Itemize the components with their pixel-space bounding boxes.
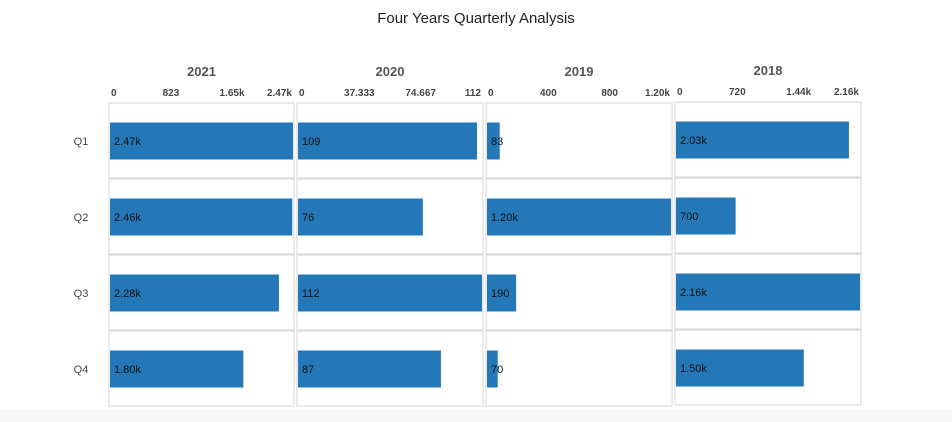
- category-label-q3: Q3: [74, 288, 89, 300]
- data-label-2021-q2: 2.46k: [114, 212, 141, 224]
- data-label-2020-q3: 112: [302, 288, 320, 300]
- data-label-2020-q4: 87: [302, 364, 314, 376]
- bar-2021-q4: [110, 350, 244, 388]
- tick-label-2019-3: 1.20k: [645, 88, 670, 99]
- panel-title-2021: 2021: [187, 64, 216, 79]
- tick-label-2021-0: 0: [111, 88, 117, 99]
- tick-label-2018-1: 720: [729, 87, 746, 98]
- data-label-2020-q2: 76: [302, 212, 314, 224]
- panel-title-2020: 2020: [376, 64, 405, 79]
- tick-label-2021-2: 1.65k: [220, 88, 245, 99]
- data-label-2018-q4: 1.50k: [680, 363, 707, 375]
- tick-label-2020-1: 37.333: [344, 88, 375, 99]
- chart-title: Four Years Quarterly Analysis: [377, 10, 575, 27]
- tick-label-2021-1: 823: [163, 88, 180, 99]
- bar-2018-q4: [676, 349, 804, 387]
- tick-label-2019-2: 800: [601, 88, 618, 99]
- bar-2021-q3: [110, 274, 279, 312]
- data-label-2019-q1: 83: [491, 136, 503, 148]
- bar-2020-q2: [298, 198, 423, 236]
- data-label-2019-q4: 70: [491, 364, 503, 376]
- cell-border-2018-q4: [674, 329, 862, 406]
- category-label-q4: Q4: [74, 364, 89, 376]
- bar-2020-q4: [298, 350, 441, 388]
- data-label-2018-q3: 2.16k: [680, 287, 707, 299]
- tick-label-2018-3: 2.16k: [834, 87, 859, 98]
- cell-border-2021-q4: [108, 330, 295, 407]
- data-label-2020-q1: 109: [302, 136, 320, 148]
- cell-border-2019-q1: [485, 102, 673, 179]
- tick-label-2018-0: 0: [677, 87, 683, 98]
- cell-border-2020-q3: [296, 254, 484, 331]
- data-label-2018-q1: 2.03k: [680, 135, 707, 147]
- bar-2018-q3: [676, 273, 860, 311]
- tick-label-2020-0: 0: [299, 88, 305, 99]
- bar-2021-q2: [110, 198, 293, 236]
- data-label-2021-q3: 2.28k: [114, 288, 141, 300]
- cell-border-2020-q2: [296, 178, 484, 255]
- panel-title-2018: 2018: [754, 63, 783, 78]
- cell-border-2020-q1: [296, 102, 484, 179]
- cell-border-2020-q4: [296, 330, 484, 407]
- tick-label-2020-2: 74.667: [405, 88, 436, 99]
- bar-2019-q3: [487, 274, 517, 312]
- data-label-2021-q4: 1.80k: [114, 364, 141, 376]
- tick-label-2019-1: 400: [540, 88, 557, 99]
- data-label-2021-q1: 2.47k: [114, 136, 141, 148]
- cell-border-2021-q1: [108, 102, 295, 179]
- category-label-q2: Q2: [74, 212, 89, 224]
- cell-border-2019-q4: [485, 330, 673, 407]
- panel-title-2019: 2019: [565, 64, 594, 79]
- bar-2019-q4: [487, 350, 498, 388]
- cell-border-2018-q2: [674, 177, 862, 254]
- bar-2019-q2: [487, 198, 671, 236]
- cell-border-2019-q3: [485, 254, 673, 331]
- bar-2021-q1: [110, 122, 293, 160]
- tick-label-2019-0: 0: [488, 88, 494, 99]
- cell-border-2021-q3: [108, 254, 295, 331]
- bottom-band: [0, 410, 952, 422]
- data-label-2018-q2: 700: [680, 211, 698, 223]
- data-label-2019-q2: 1.20k: [491, 212, 518, 224]
- category-label-q1: Q1: [74, 136, 89, 148]
- tick-label-2021-3: 2.47k: [267, 88, 292, 99]
- cell-border-2018-q1: [674, 101, 862, 178]
- bar-2018-q1: [676, 121, 849, 159]
- data-label-2019-q3: 190: [491, 288, 509, 300]
- bar-2020-q3: [298, 274, 482, 312]
- bar-2020-q1: [298, 122, 478, 160]
- bar-2019-q1: [487, 122, 500, 160]
- tick-label-2020-3: 112: [465, 88, 482, 99]
- bar-2018-q2: [676, 197, 736, 235]
- cell-border-2021-q2: [108, 178, 295, 255]
- cell-border-2019-q2: [485, 178, 673, 255]
- cell-border-2018-q3: [674, 253, 862, 330]
- tick-label-2018-2: 1.44k: [786, 87, 811, 98]
